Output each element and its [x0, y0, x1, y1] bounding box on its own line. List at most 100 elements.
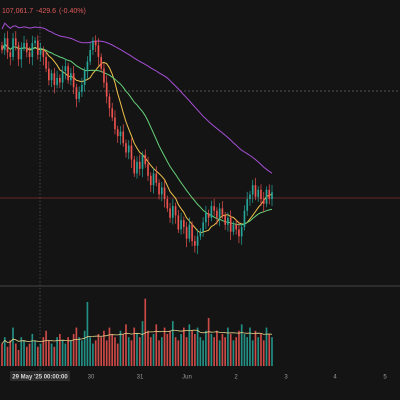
candle — [108, 93, 111, 117]
volume-bar — [105, 340, 108, 366]
candle-body — [205, 213, 207, 223]
candle-body — [83, 70, 86, 85]
candle — [86, 56, 89, 80]
candle — [227, 212, 229, 232]
candle — [268, 184, 271, 205]
volume-bar — [72, 333, 75, 366]
candle — [89, 42, 91, 66]
ma-long-line — [1, 22, 273, 174]
candle-body — [229, 217, 232, 232]
candle — [171, 198, 174, 225]
volume-bar — [97, 333, 100, 366]
candle-body — [210, 206, 213, 218]
volume-bar — [210, 333, 213, 366]
candle-body — [147, 164, 149, 176]
time-axis: 29 May '25 00:00:00 30 31 Jun 2 3 4 5 — [10, 371, 387, 381]
candle-body — [97, 45, 100, 57]
candle — [6, 31, 9, 60]
candle — [48, 61, 50, 86]
volume-bar — [229, 333, 232, 366]
volume-bar — [254, 330, 257, 366]
candle-body — [122, 131, 125, 144]
candle — [61, 65, 64, 90]
candle — [251, 179, 254, 203]
candle-body — [6, 38, 9, 53]
candle-body — [271, 192, 273, 200]
candle — [42, 46, 45, 66]
volume-bar — [45, 330, 47, 366]
volume-bar — [23, 340, 25, 366]
candle — [12, 32, 14, 61]
price-change-pct: (-0.40%) — [59, 8, 86, 15]
candle-body — [23, 42, 25, 48]
candle-body — [45, 56, 47, 69]
candle — [262, 191, 265, 213]
volume-bar — [64, 343, 67, 366]
volume-bar — [94, 340, 97, 366]
candle — [232, 221, 235, 236]
candle-body — [81, 84, 83, 92]
candle-body — [249, 194, 251, 200]
candle — [14, 31, 17, 51]
volume-bar — [39, 343, 42, 366]
candle-body — [86, 61, 89, 71]
candle — [254, 177, 257, 201]
volume-bar — [251, 340, 254, 366]
candle-body — [254, 185, 257, 197]
candle — [23, 35, 25, 52]
candle — [207, 209, 210, 227]
candle-body — [216, 210, 218, 218]
candle — [185, 221, 188, 248]
candle-body — [144, 154, 147, 165]
volume-bar — [183, 327, 185, 366]
tooltip-background — [10, 371, 70, 381]
last-price: 107,061.7 — [2, 8, 34, 15]
volume-bar — [111, 333, 114, 366]
candle — [257, 186, 260, 202]
price-change: -429.6 — [36, 8, 57, 15]
time-tick-label: 30 — [88, 375, 95, 381]
volume-bar — [61, 340, 64, 366]
volume-bar — [240, 324, 243, 366]
volume-bar — [20, 337, 23, 366]
candle — [75, 83, 78, 108]
volume-bar — [53, 346, 56, 366]
candle-body — [196, 236, 199, 246]
candle-body — [268, 189, 271, 200]
candle — [177, 210, 180, 233]
volume-bar — [169, 330, 171, 366]
volume-bar — [271, 337, 273, 366]
price-header: 107,061.7 -429.6 (-0.40%) — [2, 8, 89, 15]
candle — [83, 67, 86, 92]
candle-body — [75, 87, 78, 99]
volume-bar — [232, 340, 235, 366]
volume-bar — [191, 330, 193, 366]
candle-body — [188, 224, 191, 239]
candle-body — [260, 189, 262, 200]
candle — [31, 35, 34, 66]
candle-body — [94, 40, 97, 46]
candle — [3, 32, 6, 56]
volume-bar — [116, 343, 119, 366]
volume-bar — [114, 337, 116, 366]
candle-body — [158, 182, 160, 195]
volume-bar — [75, 327, 78, 366]
candle-body — [238, 229, 240, 237]
candle — [28, 46, 31, 64]
candle-body — [50, 73, 53, 81]
candle-body — [89, 49, 91, 62]
candle — [174, 202, 177, 224]
volume-bar — [152, 333, 155, 366]
volume-bar — [160, 337, 163, 366]
volume-bar — [122, 333, 125, 366]
candle-body — [125, 143, 127, 153]
candle — [59, 74, 61, 88]
candle — [218, 203, 221, 227]
volume-bar — [17, 349, 20, 366]
candle-body — [59, 77, 61, 83]
candle — [111, 102, 114, 122]
volume-bar — [227, 327, 229, 366]
volume-bar — [89, 337, 91, 366]
volume-bar — [207, 317, 210, 366]
